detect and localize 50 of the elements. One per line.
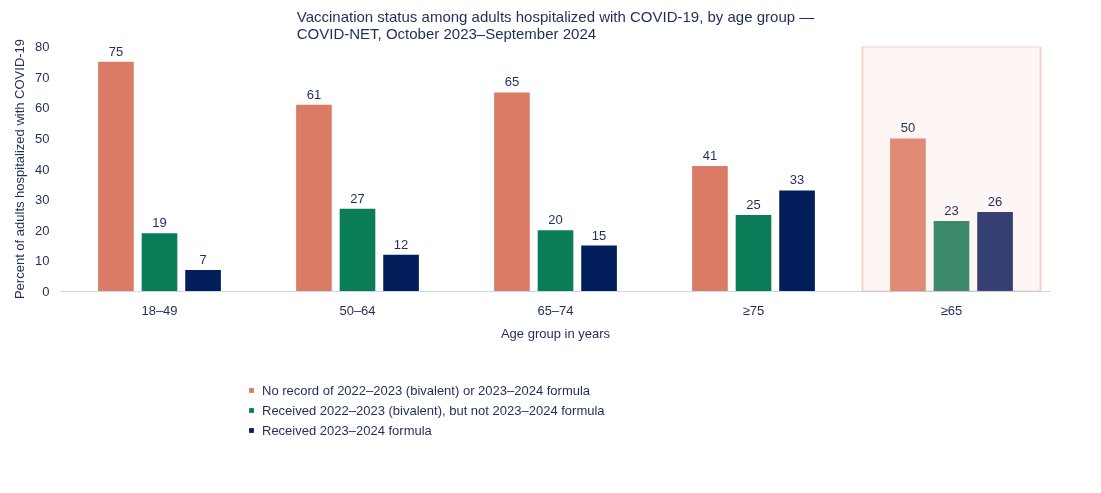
bar (494, 92, 530, 292)
bar (977, 211, 1013, 292)
chart-title: Vaccination status among adults hospitalized with COVID-19, by age group — COVID-NET, October 2023–September 2024 (296, 7, 815, 42)
data-label: 7 (199, 252, 207, 268)
x-tick-label: ≥65 (940, 302, 963, 318)
x-tick-label: 18–49 (141, 302, 178, 318)
data-label: 75 (108, 43, 124, 59)
y-tick-label: 80 (35, 39, 50, 54)
y-tick-label: 20 (35, 222, 50, 238)
bar (185, 270, 221, 292)
data-label: 23 (944, 203, 959, 219)
data-label: 19 (152, 215, 167, 231)
y-tick-label: 30 (35, 192, 50, 208)
bar (339, 208, 376, 292)
data-label: 41 (702, 147, 718, 163)
data-label: 20 (548, 212, 563, 228)
data-label: 25 (746, 196, 761, 212)
x-tick-label: 65–74 (537, 302, 574, 318)
y-tick-label: 50 (35, 130, 50, 146)
bar (890, 138, 926, 292)
y-tick-label: 60 (35, 100, 50, 116)
data-label: 15 (591, 227, 607, 243)
data-label: 27 (350, 190, 365, 206)
bar (933, 221, 970, 292)
data-label: 61 (306, 86, 322, 102)
data-label: 65 (504, 74, 520, 90)
bar (581, 245, 617, 292)
bar (98, 61, 134, 292)
legend-label: No record of 2022–2023 (bivalent) or 2023–2024 formula (262, 382, 591, 398)
y-axis-title: Percent of adults hospitalized with COVID-19 (12, 38, 28, 300)
data-label: 12 (393, 236, 409, 252)
x-tick-label: ≥75 (742, 302, 765, 318)
bar (735, 214, 772, 292)
data-label: 50 (900, 120, 916, 136)
data-label: 33 (789, 172, 805, 188)
legend-label: Received 2022–2023 (bivalent), but not 2023–2024 formula (262, 402, 605, 418)
bar (141, 233, 178, 292)
bar (383, 254, 419, 292)
data-label: 26 (987, 193, 1003, 209)
y-tick-label: 40 (35, 161, 50, 177)
bar (779, 190, 815, 292)
x-axis-title: Age group in years (500, 325, 611, 341)
bar (537, 230, 574, 292)
y-tick-label: 0 (42, 284, 50, 299)
bar (296, 104, 332, 292)
bar (692, 165, 728, 292)
y-tick-label: 10 (35, 253, 50, 269)
legend-label: Received 2023–2024 formula (262, 422, 432, 438)
x-tick-label: 50–64 (339, 302, 376, 318)
y-tick-label: 70 (35, 69, 50, 85)
